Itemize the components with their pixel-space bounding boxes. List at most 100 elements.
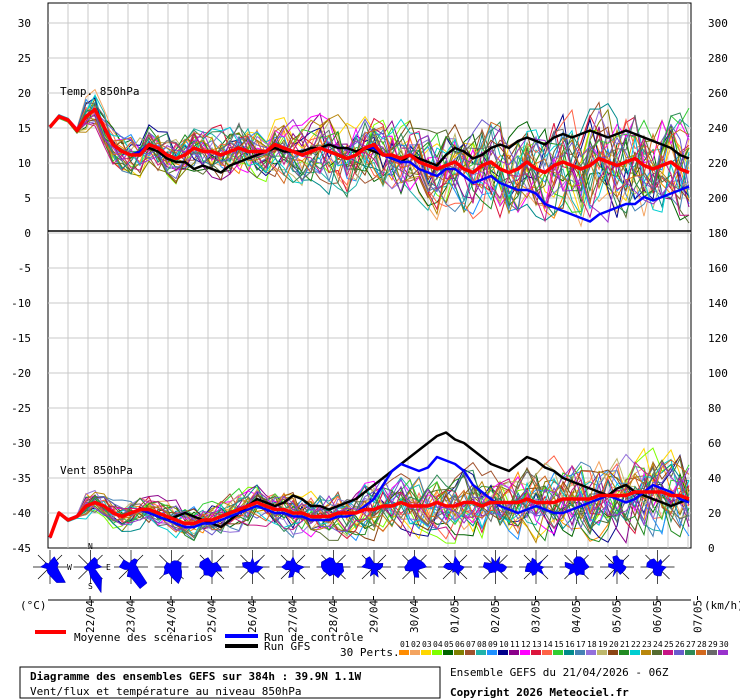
legend-mean-label: Moyenne des scénarios — [74, 631, 213, 644]
wind-rose-row — [33, 550, 675, 594]
left-tick-label: 15 — [18, 122, 31, 135]
pert-swatch — [696, 650, 706, 655]
pert-swatch — [432, 650, 442, 655]
x-tick-label: 02/05 — [489, 600, 502, 633]
right-tick-label: 20 — [708, 507, 721, 520]
pert-swatch — [586, 650, 596, 655]
pert-number: 24 — [653, 640, 663, 649]
temp-panel-label: Temp. 850hPa — [60, 85, 139, 98]
compass-s: S — [88, 582, 93, 591]
perturbation-line — [49, 461, 690, 542]
right-tick-label: 280 — [708, 52, 728, 65]
perturbation-line — [49, 101, 690, 222]
left-tick-label: 10 — [18, 157, 31, 170]
compass-w: W — [67, 563, 72, 572]
x-tick-label: 28/04 — [327, 600, 340, 633]
copyright: Copyright 2026 Meteociel.fr — [450, 686, 629, 699]
pert-swatch — [454, 650, 464, 655]
perturbation-line — [49, 466, 690, 538]
pert-swatch — [465, 650, 475, 655]
pert-swatch — [630, 650, 640, 655]
x-tick-label: 07/05 — [692, 600, 705, 633]
legend-control-label: Run de contrôle — [264, 631, 363, 644]
right-tick-label: 180 — [708, 227, 728, 240]
left-tick-label: -45 — [11, 542, 31, 555]
left-axis: 30 25 20 15 10 5 0 -5 -10 -15 -20 -25 -30 -35 -40 -45 — [11, 17, 31, 555]
plot-frame — [47, 2, 692, 549]
pert-swatch — [564, 650, 574, 655]
left-tick-label: 5 — [24, 192, 31, 205]
x-tick-label: 22/04 — [84, 600, 97, 633]
pert-swatch — [718, 650, 728, 655]
pert-number: 11 — [510, 640, 520, 649]
x-tick-label: 27/04 — [287, 600, 300, 633]
pert-number: 30 — [719, 640, 729, 649]
temp-mean-line — [48, 107, 690, 175]
left-tick-label: 0 — [24, 227, 31, 240]
wind-rose — [640, 550, 675, 584]
pert-number: 28 — [697, 640, 707, 649]
left-unit: (°C) — [20, 599, 47, 612]
wind-rose — [559, 550, 594, 584]
pert-number: 29 — [708, 640, 718, 649]
right-tick-label: 40 — [708, 472, 721, 485]
wind-rose — [195, 550, 229, 584]
pert-number: 19 — [598, 640, 608, 649]
pert-swatch — [410, 650, 420, 655]
wind-rose — [478, 550, 513, 584]
pert-number: 08 — [477, 640, 487, 649]
right-axis: 3002802602402202001801601401201008060402… — [708, 17, 728, 555]
left-tick-label: -15 — [11, 332, 31, 345]
left-tick-label: -30 — [11, 437, 31, 450]
right-tick-label: 120 — [708, 332, 728, 345]
x-tick-label: 24/04 — [165, 600, 178, 633]
perturbation-line — [49, 115, 690, 205]
pert-swatch — [443, 650, 453, 655]
right-tick-label: 160 — [708, 262, 728, 275]
right-tick-label: 0 — [708, 542, 715, 555]
right-tick-label: 300 — [708, 17, 728, 30]
x-tick-label: 03/05 — [530, 600, 543, 633]
run-info: Ensemble GEFS du 21/04/2026 - 06Z — [450, 666, 669, 679]
perturbation-line — [49, 116, 690, 223]
pert-number: 21 — [620, 640, 630, 649]
x-tick-label: 29/04 — [368, 600, 381, 633]
left-tick-label: -35 — [11, 472, 31, 485]
left-tick-label: 20 — [18, 87, 31, 100]
right-tick-label: 140 — [708, 297, 728, 310]
perturbation-line — [49, 461, 690, 544]
perturbation-legend: 01 02 03 04 05 06 07 08 09 10 11 12 13 14 15 16 17 18 19 20… — [399, 640, 729, 655]
left-tick-label: -25 — [11, 402, 31, 415]
x-axis: 22/04 23/04 24/04 25/04 26/04 27/04 28/04 29/04… — [84, 596, 705, 633]
pert-number: 04 — [433, 640, 443, 649]
right-tick-label: 260 — [708, 87, 728, 100]
pert-number: 05 — [444, 640, 454, 649]
pert-number: 07 — [466, 640, 476, 649]
left-tick-label: -40 — [11, 507, 31, 520]
pert-number: 22 — [631, 640, 641, 649]
compass-n: N — [88, 542, 93, 551]
pert-number: 13 — [532, 640, 542, 649]
wind-rose — [316, 550, 351, 584]
pert-number: 23 — [642, 640, 652, 649]
pert-swatch — [619, 650, 629, 655]
x-tick-label: 01/05 — [449, 600, 462, 633]
pert-swatch — [663, 650, 673, 655]
wind-rose — [235, 550, 270, 584]
pert-number: 14 — [543, 640, 553, 649]
wind-main-series — [48, 431, 690, 539]
pert-number: 17 — [576, 640, 586, 649]
right-tick-label: 200 — [708, 192, 728, 205]
wind-rose — [519, 550, 553, 584]
left-tick-label: -20 — [11, 367, 31, 380]
chart-subtitle: Vent/flux et température au niveau 850hP… — [30, 685, 302, 698]
wind-control-line — [48, 455, 690, 538]
right-tick-label: 220 — [708, 157, 728, 170]
pert-swatch — [575, 650, 585, 655]
perturbation-line — [49, 461, 690, 539]
pert-swatch — [520, 650, 530, 655]
pert-swatch — [641, 650, 651, 655]
left-tick-label: 30 — [18, 17, 31, 30]
pert-number: 15 — [554, 640, 564, 649]
